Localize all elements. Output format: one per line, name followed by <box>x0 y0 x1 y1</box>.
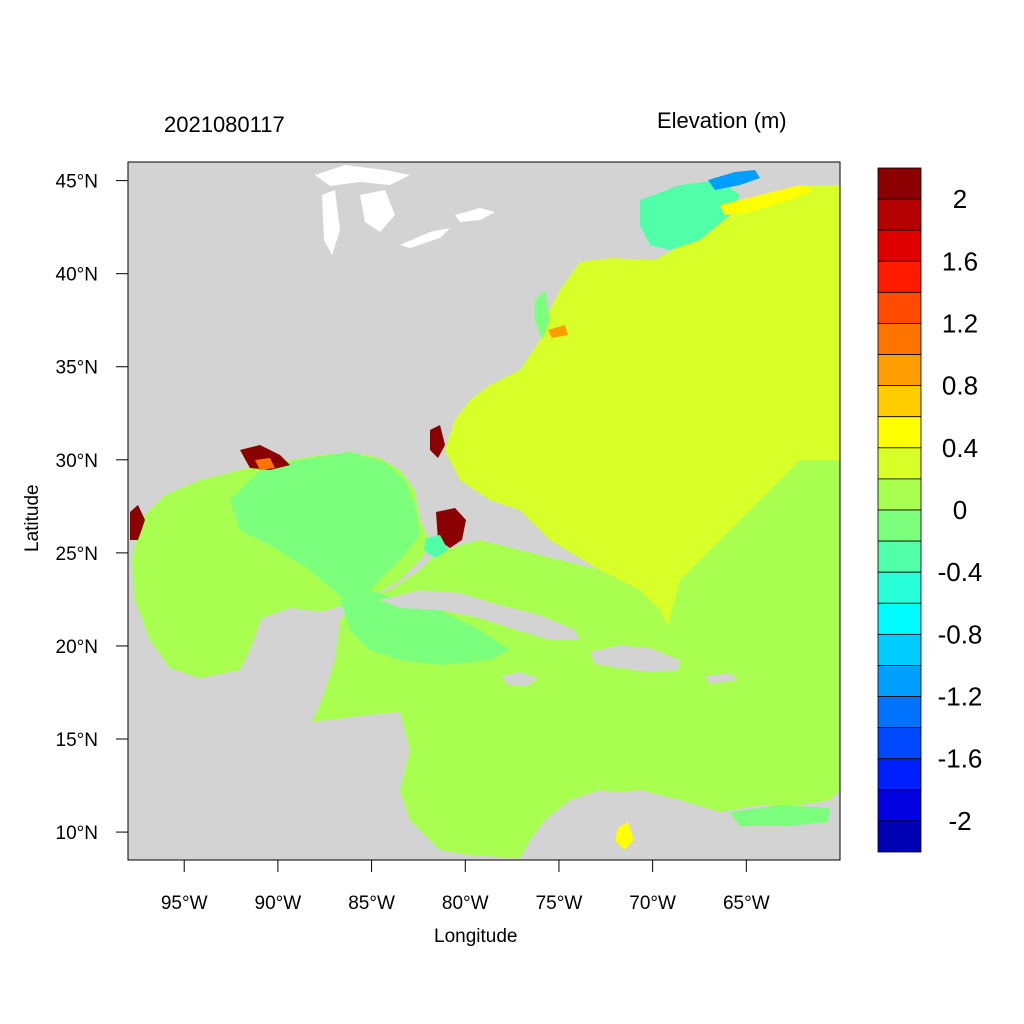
colorbar-swatch <box>877 447 922 480</box>
y-tick-label: 45°N <box>56 172 98 193</box>
lake-maracaibo <box>615 822 634 850</box>
colorbar-swatch <box>877 229 922 262</box>
timestamp-title: 2021080117 <box>164 112 285 137</box>
lake-erie <box>400 228 450 248</box>
y-tick-label: 15°N <box>56 730 98 751</box>
colorbar-swatch <box>877 727 922 760</box>
atlantic-ocean-main <box>445 185 840 625</box>
colorbar-label: -0.4 <box>938 557 983 587</box>
yucatan-peninsula <box>180 608 340 730</box>
louisiana-surge <box>240 445 290 470</box>
chesapeake-band <box>535 290 550 340</box>
colorbar-swatch <box>877 758 922 791</box>
x-tick-label: 85°W <box>348 893 395 914</box>
y-tick-label: 35°N <box>56 358 98 379</box>
colorbar-swatch <box>877 633 922 666</box>
lake-michigan <box>322 190 340 255</box>
colorbar-label: 0.8 <box>942 371 978 401</box>
x-axis-ticks: 95°W 90°W 85°W 80°W 75°W 70°W 65°W <box>161 860 770 914</box>
colorbar-swatch <box>877 323 922 355</box>
colorbar-swatch <box>877 509 922 542</box>
colorbar-swatch <box>877 789 922 822</box>
x-tick-label: 75°W <box>536 893 583 914</box>
y-tick-label: 40°N <box>56 265 98 286</box>
colorbar: 2 1.6 1.2 0.8 0.4 0 -0.4 -0.8 -1.2 -1.6 -2 <box>877 167 983 853</box>
louisiana-orange-surge <box>255 458 275 470</box>
south-america <box>520 795 840 860</box>
colorbar-swatch <box>877 198 922 231</box>
colorbar-swatch <box>877 540 922 573</box>
y-tick-label: 30°N <box>56 451 98 472</box>
plot-frame <box>127 161 841 861</box>
colorbar-swatch <box>877 291 922 324</box>
east-coast-surge <box>430 425 445 458</box>
colorbar-swatch <box>877 260 922 293</box>
pamlico-orange <box>548 325 568 338</box>
venezuela-coast-band <box>730 805 830 826</box>
colorbar-label: 0.4 <box>942 433 978 463</box>
gulf-interior-band <box>230 452 420 600</box>
x-tick-label: 95°W <box>161 893 208 914</box>
lake-superior <box>315 165 410 186</box>
colorbar-label: -1.6 <box>938 744 983 774</box>
colorbar-label: 0 <box>953 495 967 525</box>
map-area <box>128 162 840 860</box>
colorbar-label: -1.2 <box>938 682 983 712</box>
colorbar-swatch <box>877 602 922 635</box>
x-tick-label: 80°W <box>442 893 489 914</box>
ocean-shelf-region <box>312 455 840 858</box>
cuba-island <box>380 590 580 640</box>
colorbar-swatch <box>877 385 922 418</box>
colorbar-swatch <box>877 571 922 604</box>
colorbar-label: -2 <box>948 806 971 836</box>
gulf-of-maine <box>640 180 740 250</box>
variable-title: Elevation (m) <box>657 108 787 133</box>
colorbar-swatch <box>877 416 922 449</box>
colorbar-label: -0.8 <box>938 619 983 649</box>
colorbar-swatch <box>877 696 922 729</box>
x-tick-label: 90°W <box>255 893 302 914</box>
texas-coast-surge <box>130 505 145 540</box>
florida-bay <box>424 535 448 558</box>
bay-of-fundy <box>708 170 760 190</box>
y-tick-label: 10°N <box>56 823 98 844</box>
y-tick-label: 20°N <box>56 637 98 658</box>
colorbar-swatch <box>877 167 922 200</box>
colorbar-label: 2 <box>953 184 967 214</box>
x-tick-label: 70°W <box>629 893 676 914</box>
colorbar-swatch <box>877 354 922 387</box>
y-axis-ticks: 10°N 15°N 20°N 25°N 30°N 35°N 40°N 45°N <box>56 172 128 844</box>
lake-ontario <box>455 208 495 222</box>
lake-huron <box>360 190 395 232</box>
central-america <box>128 715 520 860</box>
nova-scotia-shelf <box>720 185 815 215</box>
colorbar-swatch <box>877 820 922 853</box>
x-axis-label: Longitude <box>434 926 518 947</box>
x-tick-label: 65°W <box>723 893 770 914</box>
colorbar-label: 1.6 <box>942 246 978 276</box>
y-tick-label: 25°N <box>56 544 98 565</box>
colorbar-swatch <box>877 665 922 697</box>
south-florida-surge <box>436 508 466 548</box>
colorbar-label: 1.2 <box>942 308 978 338</box>
caribbean-channel-band <box>340 590 510 665</box>
puerto-rico-island <box>705 673 738 684</box>
jamaica-island <box>502 672 538 686</box>
colorbar-swatch <box>877 478 922 511</box>
hispaniola-island <box>590 645 680 672</box>
